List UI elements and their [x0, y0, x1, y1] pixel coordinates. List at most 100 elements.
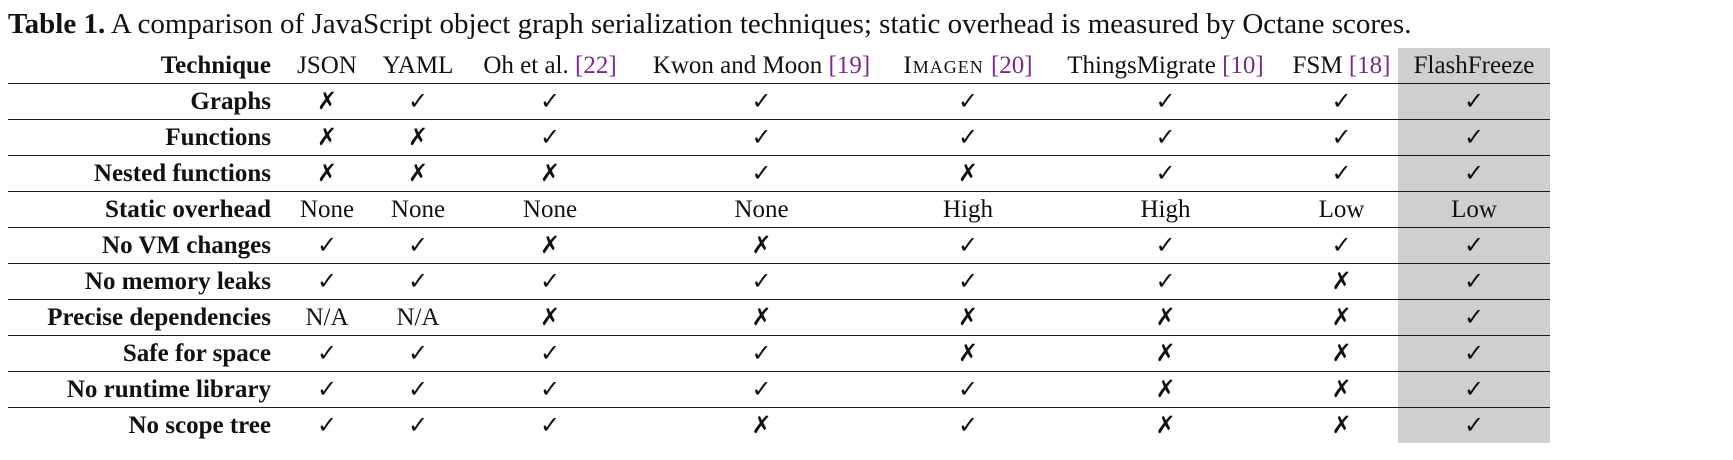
cross-mark: ✗: [1155, 303, 1176, 331]
cross-mark: ✗: [1331, 411, 1352, 439]
check-mark: ✓: [1331, 87, 1352, 115]
table-cell: ✓: [369, 408, 467, 444]
check-mark: ✓: [316, 375, 338, 403]
check-mark: ✓: [957, 411, 979, 439]
table-cell: ✓: [1285, 156, 1398, 192]
column-header: ThingsMigrate [10]: [1046, 48, 1285, 84]
check-mark: ✓: [1463, 303, 1485, 331]
check-mark: ✓: [1463, 159, 1485, 187]
column-name: FSM: [1292, 51, 1349, 79]
citation-link[interactable]: [10]: [1222, 51, 1264, 79]
table-cell: ✗: [890, 156, 1046, 192]
row-label: Nested functions: [93, 159, 271, 187]
table-cell: ✓: [369, 84, 467, 120]
table-cell: ✗: [1046, 300, 1285, 336]
table-cell: ✗: [1046, 408, 1285, 444]
table-cell: Low: [1285, 192, 1398, 228]
table-cell: ✓: [285, 264, 369, 300]
table-cell: ✗: [1046, 336, 1285, 372]
table-row: Precise dependencies N/A N/A ✗ ✗ ✗ ✗ ✗ ✓: [8, 299, 1550, 336]
citation-link[interactable]: [20]: [990, 51, 1033, 79]
table-cell: ✓: [890, 408, 1046, 444]
column-name: JSON: [297, 51, 357, 79]
table-cell: ✗: [285, 156, 369, 192]
check-mark: ✓: [1331, 123, 1352, 151]
check-mark: ✓: [957, 231, 979, 259]
table-row: Safe for space ✓ ✓ ✓ ✓ ✗ ✗ ✗ ✓: [8, 335, 1550, 372]
check-mark: ✓: [1463, 87, 1485, 115]
table-caption: Table 1. A comparison of JavaScript obje…: [8, 4, 1728, 44]
cross-mark: ✗: [751, 411, 772, 439]
check-mark: ✓: [1463, 339, 1485, 367]
citation-link[interactable]: [22]: [574, 51, 617, 79]
caption-text: A comparison of JavaScript object graph …: [110, 8, 1412, 40]
table-cell: ✗: [890, 336, 1046, 372]
table-row: Graphs ✗ ✓ ✓ ✓ ✓ ✓ ✓ ✓: [8, 83, 1550, 120]
row-label: No runtime library: [66, 375, 271, 403]
table-cell: ✓: [890, 372, 1046, 408]
cross-mark: ✗: [407, 123, 429, 151]
cell-value: Low: [1451, 195, 1497, 223]
citation-link[interactable]: [18]: [1348, 51, 1391, 79]
table-cell: ✓: [1398, 299, 1550, 336]
check-mark: ✓: [1463, 231, 1485, 259]
check-mark: ✓: [1155, 267, 1176, 295]
table-cell: ✗: [1285, 408, 1398, 444]
check-mark: ✓: [407, 267, 429, 295]
check-mark: ✓: [1331, 231, 1352, 259]
column-name: ThingsMigrate: [1067, 51, 1223, 79]
column-name: Oh et al.: [483, 51, 575, 79]
table-cell: None: [467, 192, 633, 228]
cross-mark: ✗: [316, 159, 338, 187]
table-cell: ✗: [1285, 264, 1398, 300]
table-cell: ✓: [369, 336, 467, 372]
table-cell: ✓: [369, 228, 467, 264]
table-cell: ✓: [467, 408, 633, 444]
table-cell: ✗: [633, 228, 890, 264]
caption-label: Table 1.: [8, 8, 106, 40]
table-cell: ✓: [890, 120, 1046, 156]
table-cell: ✓: [1398, 227, 1550, 264]
corner-header: Technique: [160, 51, 271, 79]
table-cell: ✓: [1398, 155, 1550, 192]
table-cell: High: [890, 192, 1046, 228]
cross-mark: ✗: [539, 159, 561, 187]
table-cell: None: [285, 192, 369, 228]
cell-value: High: [1140, 195, 1191, 223]
cell-value: High: [943, 195, 993, 223]
table-row: No runtime library ✓ ✓ ✓ ✓ ✓ ✗ ✗ ✓: [8, 371, 1550, 408]
check-mark: ✓: [316, 231, 338, 259]
table-header-row: Technique JSON YAML Oh et al. [22] Kwon …: [8, 48, 1550, 84]
table-cell: ✓: [1046, 228, 1285, 264]
check-mark: ✓: [957, 87, 979, 115]
cross-mark: ✗: [316, 123, 338, 151]
table-cell: ✗: [1285, 300, 1398, 336]
table-cell: ✗: [369, 156, 467, 192]
check-mark: ✓: [957, 375, 979, 403]
column-header: Kwon and Moon [19]: [633, 48, 890, 84]
table-cell: ✓: [285, 408, 369, 444]
table-row: No memory leaks ✓ ✓ ✓ ✓ ✓ ✓ ✗ ✓: [8, 263, 1550, 300]
check-mark: ✓: [407, 339, 429, 367]
table-cell: ✓: [285, 336, 369, 372]
row-label: No VM changes: [102, 231, 271, 259]
table-cell: None: [633, 192, 890, 228]
check-mark: ✓: [539, 87, 561, 115]
check-mark: ✓: [1155, 87, 1176, 115]
table-cell: Low: [1398, 191, 1550, 228]
table-cell: ✓: [467, 84, 633, 120]
row-label: Graphs: [190, 87, 271, 115]
table-cell: ✓: [467, 336, 633, 372]
citation-link[interactable]: [19]: [828, 51, 871, 79]
table-cell: ✓: [285, 228, 369, 264]
table-cell: ✗: [285, 84, 369, 120]
cell-value: None: [522, 195, 578, 223]
cross-mark: ✗: [1155, 411, 1176, 439]
table-cell: None: [369, 192, 467, 228]
check-mark: ✓: [751, 87, 772, 115]
table-body: Graphs ✗ ✓ ✓ ✓ ✓ ✓ ✓ ✓ Functions ✗ ✗ ✓ ✓ ✓ ✓ ✓ ✓ Nested fu…: [8, 83, 1550, 444]
table-cell: ✗: [890, 300, 1046, 336]
table-cell: ✓: [1398, 407, 1550, 443]
cross-mark: ✗: [751, 231, 772, 259]
check-mark: ✓: [407, 375, 429, 403]
